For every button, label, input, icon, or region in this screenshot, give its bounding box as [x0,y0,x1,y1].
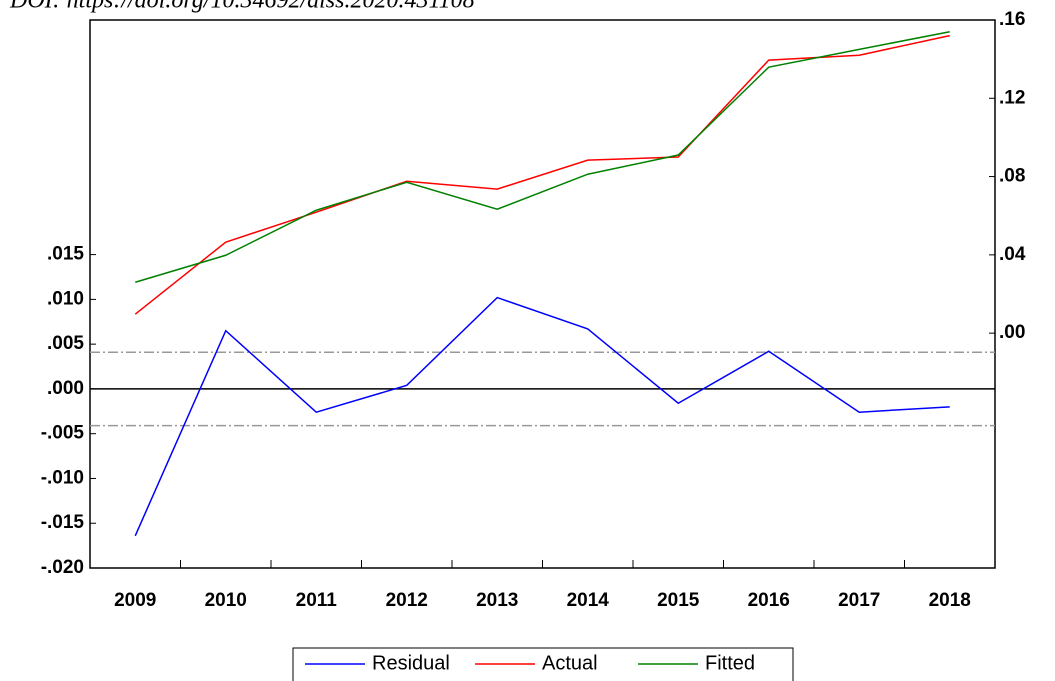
x-tick-label: 2009 [114,590,156,611]
series-line [134,296,950,537]
x-tick-label: 2013 [476,590,518,611]
y2-tick-label: .12 [999,87,1025,108]
y-tick-label: -.010 [41,467,84,488]
y2-tick-label: .00 [999,322,1025,343]
y2-tick-label: .08 [999,166,1025,187]
legend-label: Fitted [705,652,755,674]
y-tick-label: .010 [47,288,84,309]
x-tick-label: 2014 [567,590,610,611]
y-tick-label: .015 [47,244,84,265]
series-line [134,34,950,315]
doi-note: DOI: https://doi.org/10.34692/dlss.2020.… [9,0,475,14]
legend-box [292,647,794,681]
x-tick-label: 2015 [657,590,700,611]
x-tick-label: 2018 [929,590,971,611]
x-tick-label: 2011 [296,590,338,611]
x-tick-label: 2012 [386,590,428,611]
legend-label: Actual [542,652,598,674]
x-tick-label: 2016 [748,590,790,611]
legend-label: Residual [372,652,450,674]
y-tick-label: .005 [47,333,84,354]
y-tick-label: -.015 [41,512,85,533]
y2-tick-label: .04 [999,244,1026,265]
plot-frame [89,19,996,569]
y-tick-label: -.005 [41,423,85,444]
y-tick-label: -.020 [41,557,84,578]
y-tick-label: .000 [47,378,84,399]
x-tick-label: 2017 [838,590,880,611]
x-tick-label: 2010 [205,590,247,611]
series-line [135,31,950,283]
y2-tick-label: .16 [999,9,1025,30]
